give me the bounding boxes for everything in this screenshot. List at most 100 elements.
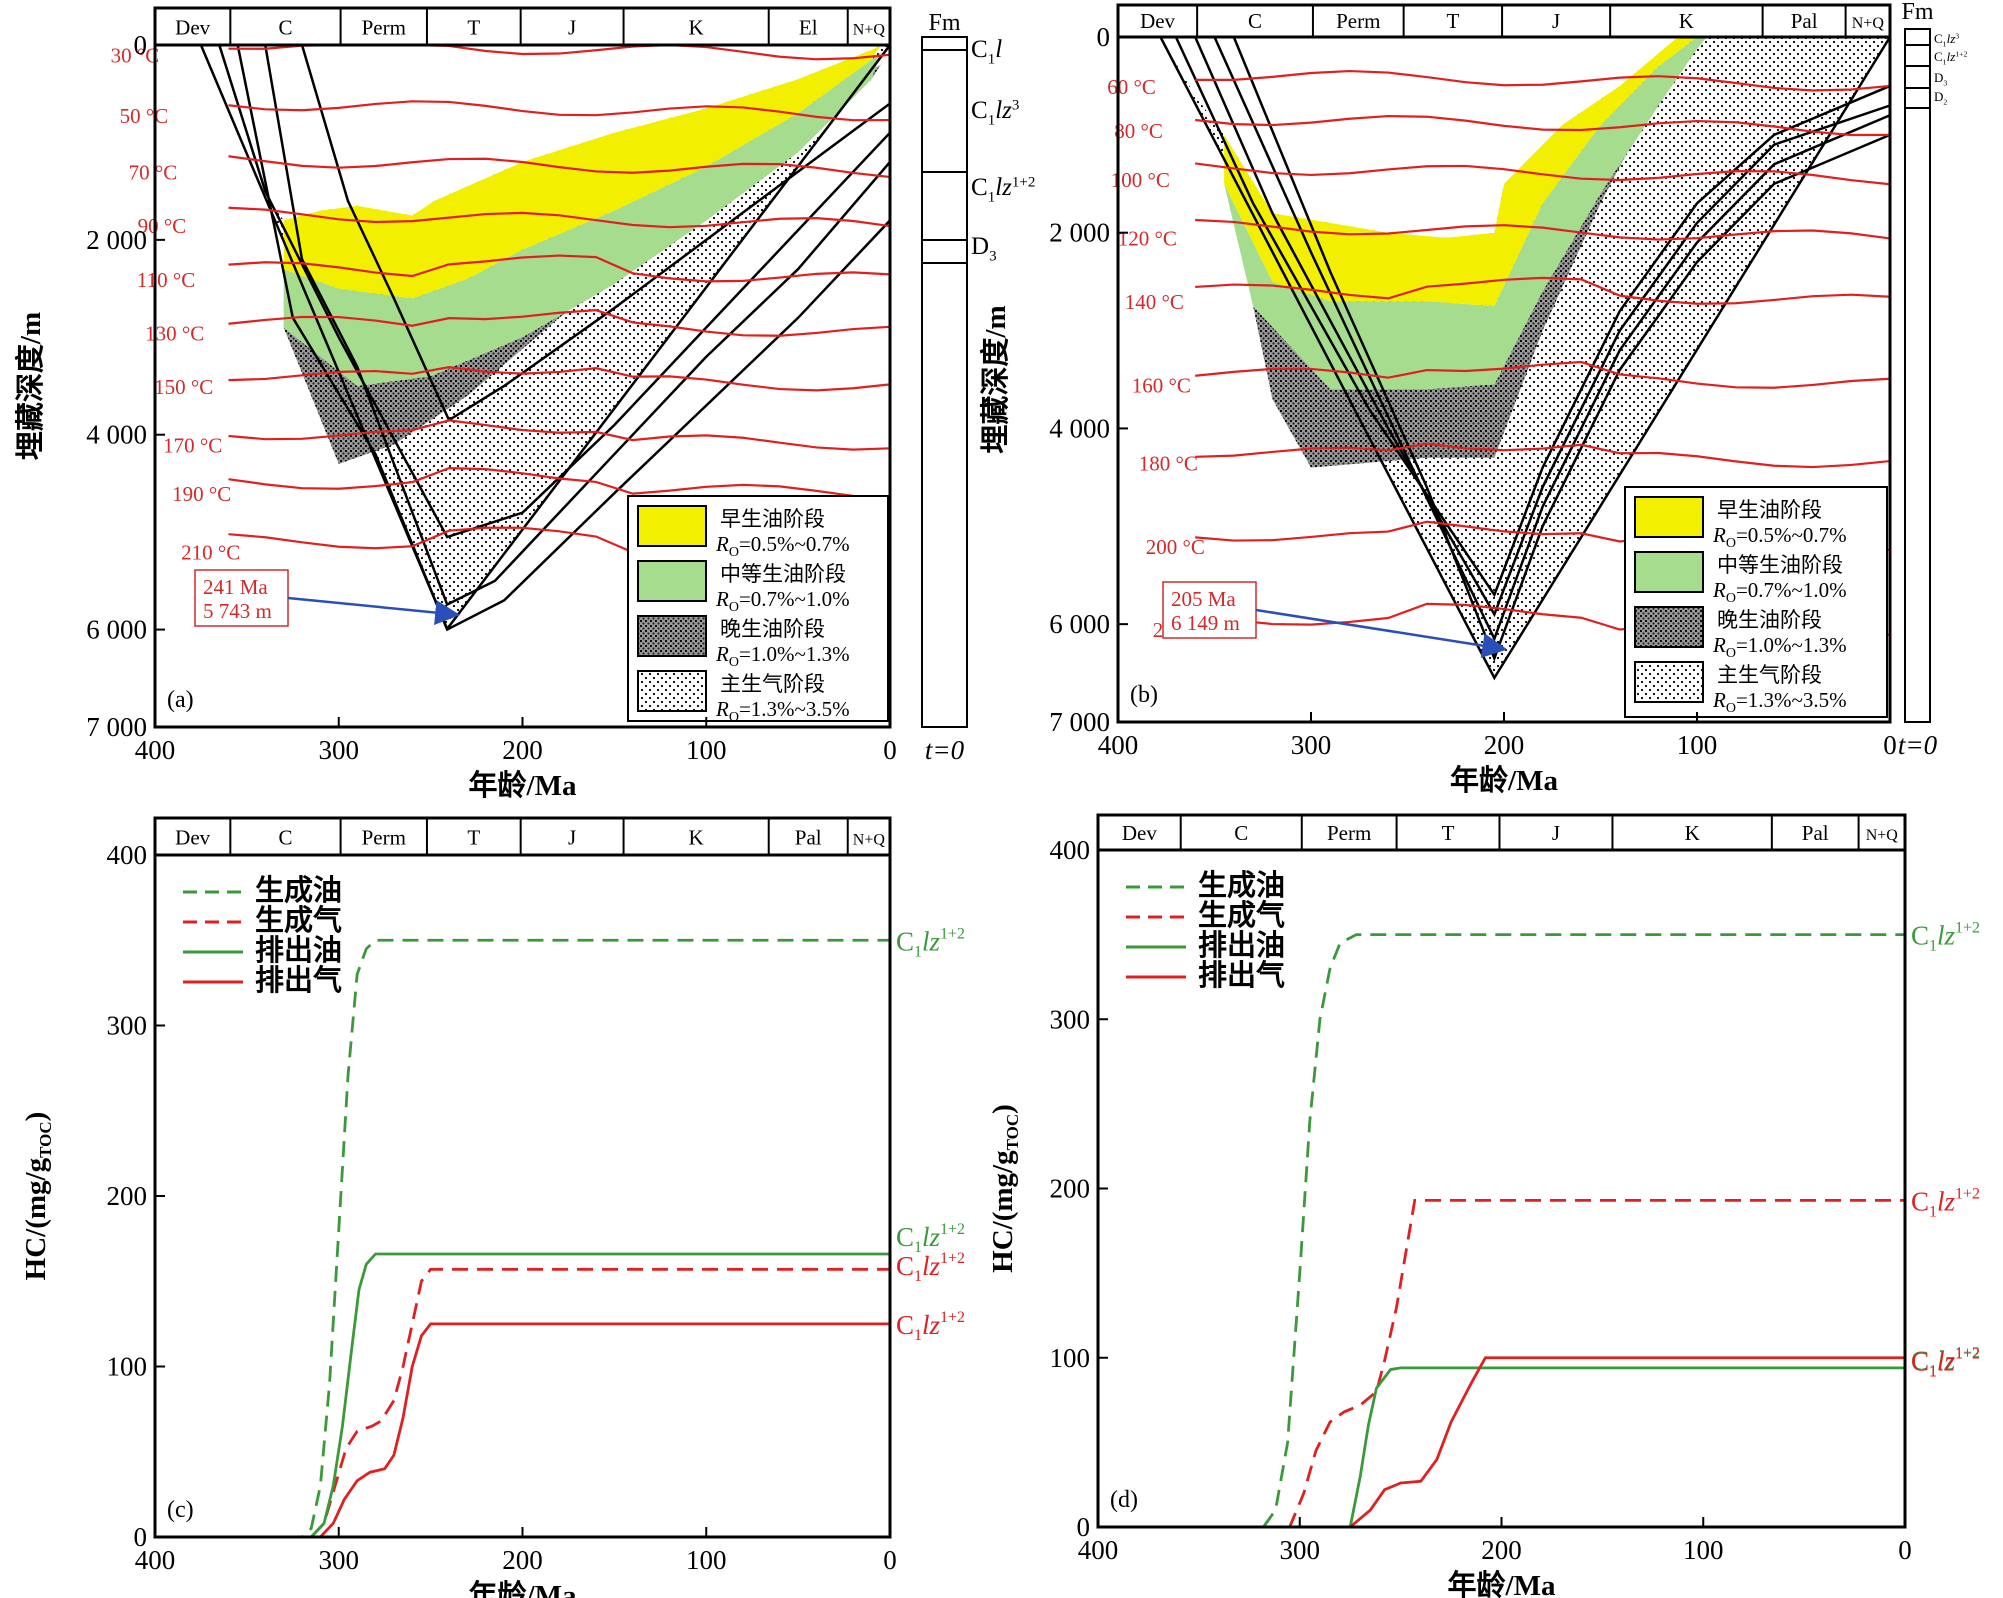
period-label: Perm [362, 16, 406, 40]
period-label: Dev [175, 826, 210, 850]
formation-label: C1l [971, 36, 1002, 67]
y-tick-label: 7 000 [86, 712, 147, 742]
period-label: N+Q [853, 832, 886, 849]
series-end-label: C1lz1+2 [896, 1309, 965, 1344]
period-bar: Dev C Perm T J K Pal N+Q [1116, 3, 1892, 39]
y-axis-title: 埋藏深度/m [979, 305, 1012, 453]
formation-time-label: t=0 [1898, 730, 1938, 760]
x-tick-label: 300 [319, 1545, 360, 1575]
legend-label: 生成气 [255, 904, 342, 937]
series-line-1 [1188, 933, 1905, 1529]
isotherm-line [228, 100, 891, 122]
legend-range: RO=0.5%~0.7% [1712, 523, 1847, 551]
legend-title: 早生油阶段 [1717, 498, 1822, 522]
isotherm-label: 120 °C [1118, 227, 1177, 251]
panel-label: (b) [1130, 682, 1158, 708]
period-label: J [568, 826, 576, 850]
isotherm-label: 200 °C [1146, 535, 1205, 559]
period-label: El [799, 16, 818, 40]
series-line-1 [237, 938, 890, 1539]
formation-label: C1lz3 [971, 97, 1019, 128]
legend-range: RO=1.3%~3.5% [1712, 688, 1847, 716]
x-tick-label: 0 [883, 1545, 897, 1575]
period-label: Dev [175, 16, 210, 40]
series-line-4 [237, 1322, 890, 1539]
x-tick-label: 0 [883, 735, 897, 765]
period-bar-frame [153, 816, 892, 857]
period-label: T [467, 16, 480, 40]
isotherm-line [228, 254, 891, 283]
burial-horizon-line [1174, 36, 1891, 598]
period-label: C [278, 16, 292, 40]
panel-label: (d) [1110, 1487, 1138, 1513]
x-tick-label: 300 [1291, 730, 1332, 760]
period-bar-frame [153, 6, 892, 47]
series-line-4 [1188, 1356, 1905, 1529]
y-tick-label: 0 [134, 30, 148, 60]
burial-horizon-line [1213, 36, 1891, 642]
x-axis: 400 300 200 100 0 [135, 717, 897, 765]
y-tick-label: 100 [107, 1352, 148, 1382]
burial-horizon-line [1232, 36, 1891, 662]
y-axis-title: 埋藏深度/m [14, 312, 47, 460]
period-label: N+Q [853, 22, 886, 39]
period-label: T [1446, 9, 1459, 33]
y-tick-label: 6 000 [1049, 609, 1110, 639]
x-axis-title: 年龄/Ma [1448, 1568, 1556, 1598]
isotherm-label: 180 °C [1139, 452, 1198, 476]
period-label: T [1442, 821, 1455, 845]
series-line-3 [1188, 1366, 1905, 1529]
y-axis: 0 100 200 300 400 [107, 840, 165, 1552]
isotherm-label: 110 °C [137, 268, 195, 292]
legend-label: 排出油 [255, 934, 342, 967]
formation-label: D3 [1934, 70, 1947, 87]
period-label: Pal [795, 826, 822, 850]
series-end-label: C1lz1+2 [896, 925, 965, 960]
x-tick-label: 0 [1883, 730, 1897, 760]
y-tick-label: 200 [1050, 1174, 1091, 1204]
y-tick-label: 2 000 [1049, 218, 1110, 248]
isotherm-label: 140 °C [1125, 290, 1184, 314]
y-tick-label: 7 000 [1049, 707, 1110, 737]
x-tick-label: 100 [1677, 730, 1718, 760]
y-tick-label: 4 000 [1049, 413, 1110, 443]
legend-title: 晚生油阶段 [720, 617, 825, 641]
formation-column-frame [1904, 28, 1931, 723]
isotherm-line [1195, 360, 1891, 389]
legend-label: 排出油 [1198, 929, 1285, 962]
x-tick-label: 200 [502, 1545, 543, 1575]
isotherm-line [228, 419, 891, 451]
early-oil-zone [283, 45, 881, 299]
legend-swatch [637, 615, 707, 657]
period-label: Perm [1336, 9, 1380, 33]
period-label: N+Q [1866, 827, 1899, 844]
isotherm-line [1195, 69, 1891, 92]
x-axis-title: 年龄/Ma [469, 768, 577, 802]
y-tick-label: 0 [1077, 1512, 1091, 1542]
x-tick-label: 0 [1898, 1535, 1912, 1565]
series-end-label: C1lz1+2 [1911, 1185, 1980, 1220]
basin-envelope [1159, 36, 1892, 681]
period-label: K [1679, 9, 1694, 33]
x-tick-label: 100 [1683, 1535, 1724, 1565]
isotherm-label: 50 °C [120, 104, 169, 128]
isotherm-label: 80 °C [1114, 119, 1163, 143]
isotherm-label: 150 °C [154, 375, 213, 399]
legend-range: RO=1.3%~3.5% [715, 697, 850, 725]
legend-title: 主生气阶段 [720, 672, 825, 696]
period-label: J [568, 16, 576, 40]
max-burial-arrow [1255, 608, 1508, 658]
y-tick-label: 400 [107, 840, 148, 870]
legend: 早生油阶段RO=0.5%~0.7%中等生油阶段RO=0.7%~1.0%晚生油阶段… [1624, 486, 1888, 718]
period-label: C [1234, 821, 1248, 845]
period-label: C [278, 826, 292, 850]
burial-horizon-line [218, 44, 891, 539]
x-tick-label: 100 [686, 1545, 727, 1575]
series-end-label: C1lz1+2 [1911, 1345, 1980, 1380]
max-burial-box [194, 569, 289, 627]
legend-label: 排出气 [1198, 959, 1285, 992]
isotherm-label: 100 °C [1111, 168, 1170, 192]
